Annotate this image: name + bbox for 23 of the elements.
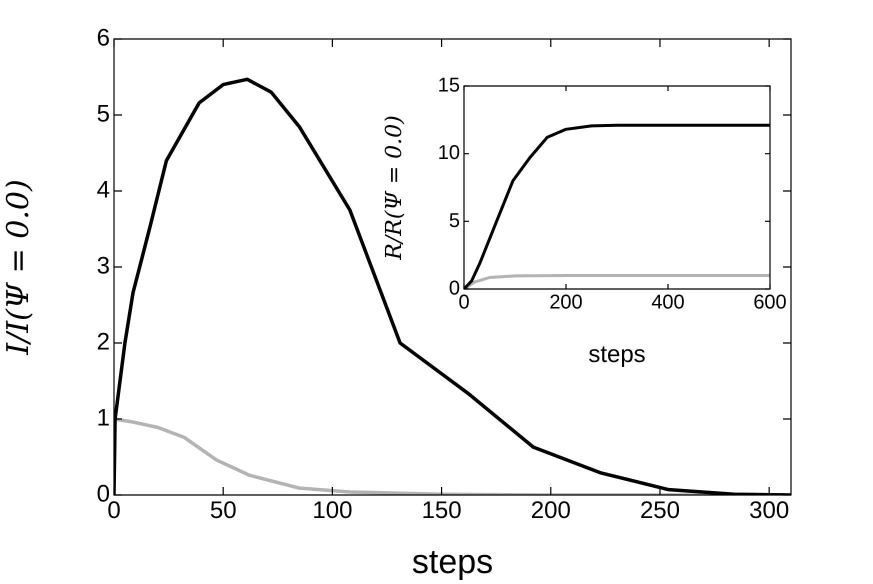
y-tick-label: 1 [96, 404, 110, 432]
y-tick-label: 0 [448, 278, 460, 300]
x-tick-label: 600 [753, 292, 787, 314]
y-tick-label: 4 [96, 176, 110, 204]
y-tick-label: 6 [96, 24, 110, 52]
x-tick-label: 250 [640, 497, 680, 524]
y-tick-label: 3 [96, 252, 110, 280]
y-tick-label: 5 [448, 210, 460, 232]
y-tick-label: 10 [438, 142, 460, 164]
x-axis-title: steps [588, 341, 646, 368]
y-axis-title: I/I(Ψ = 0.0) [0, 179, 36, 356]
x-tick-label: 100 [312, 497, 352, 524]
x-tick-label: 200 [549, 292, 583, 314]
x-axis-title: steps [412, 542, 494, 581]
x-tick-label: 400 [651, 292, 685, 314]
y-tick-label: 2 [96, 328, 110, 356]
y-axis-title: R/R(Ψ = 0.0) [382, 115, 407, 261]
x-tick-label: 200 [530, 497, 571, 524]
y-tick-label: 5 [96, 100, 110, 128]
x-tick-label: 50 [210, 497, 237, 524]
y-tick-label: 15 [438, 74, 460, 97]
x-tick-label: 150 [422, 497, 462, 524]
x-tick-label: 300 [749, 497, 790, 524]
